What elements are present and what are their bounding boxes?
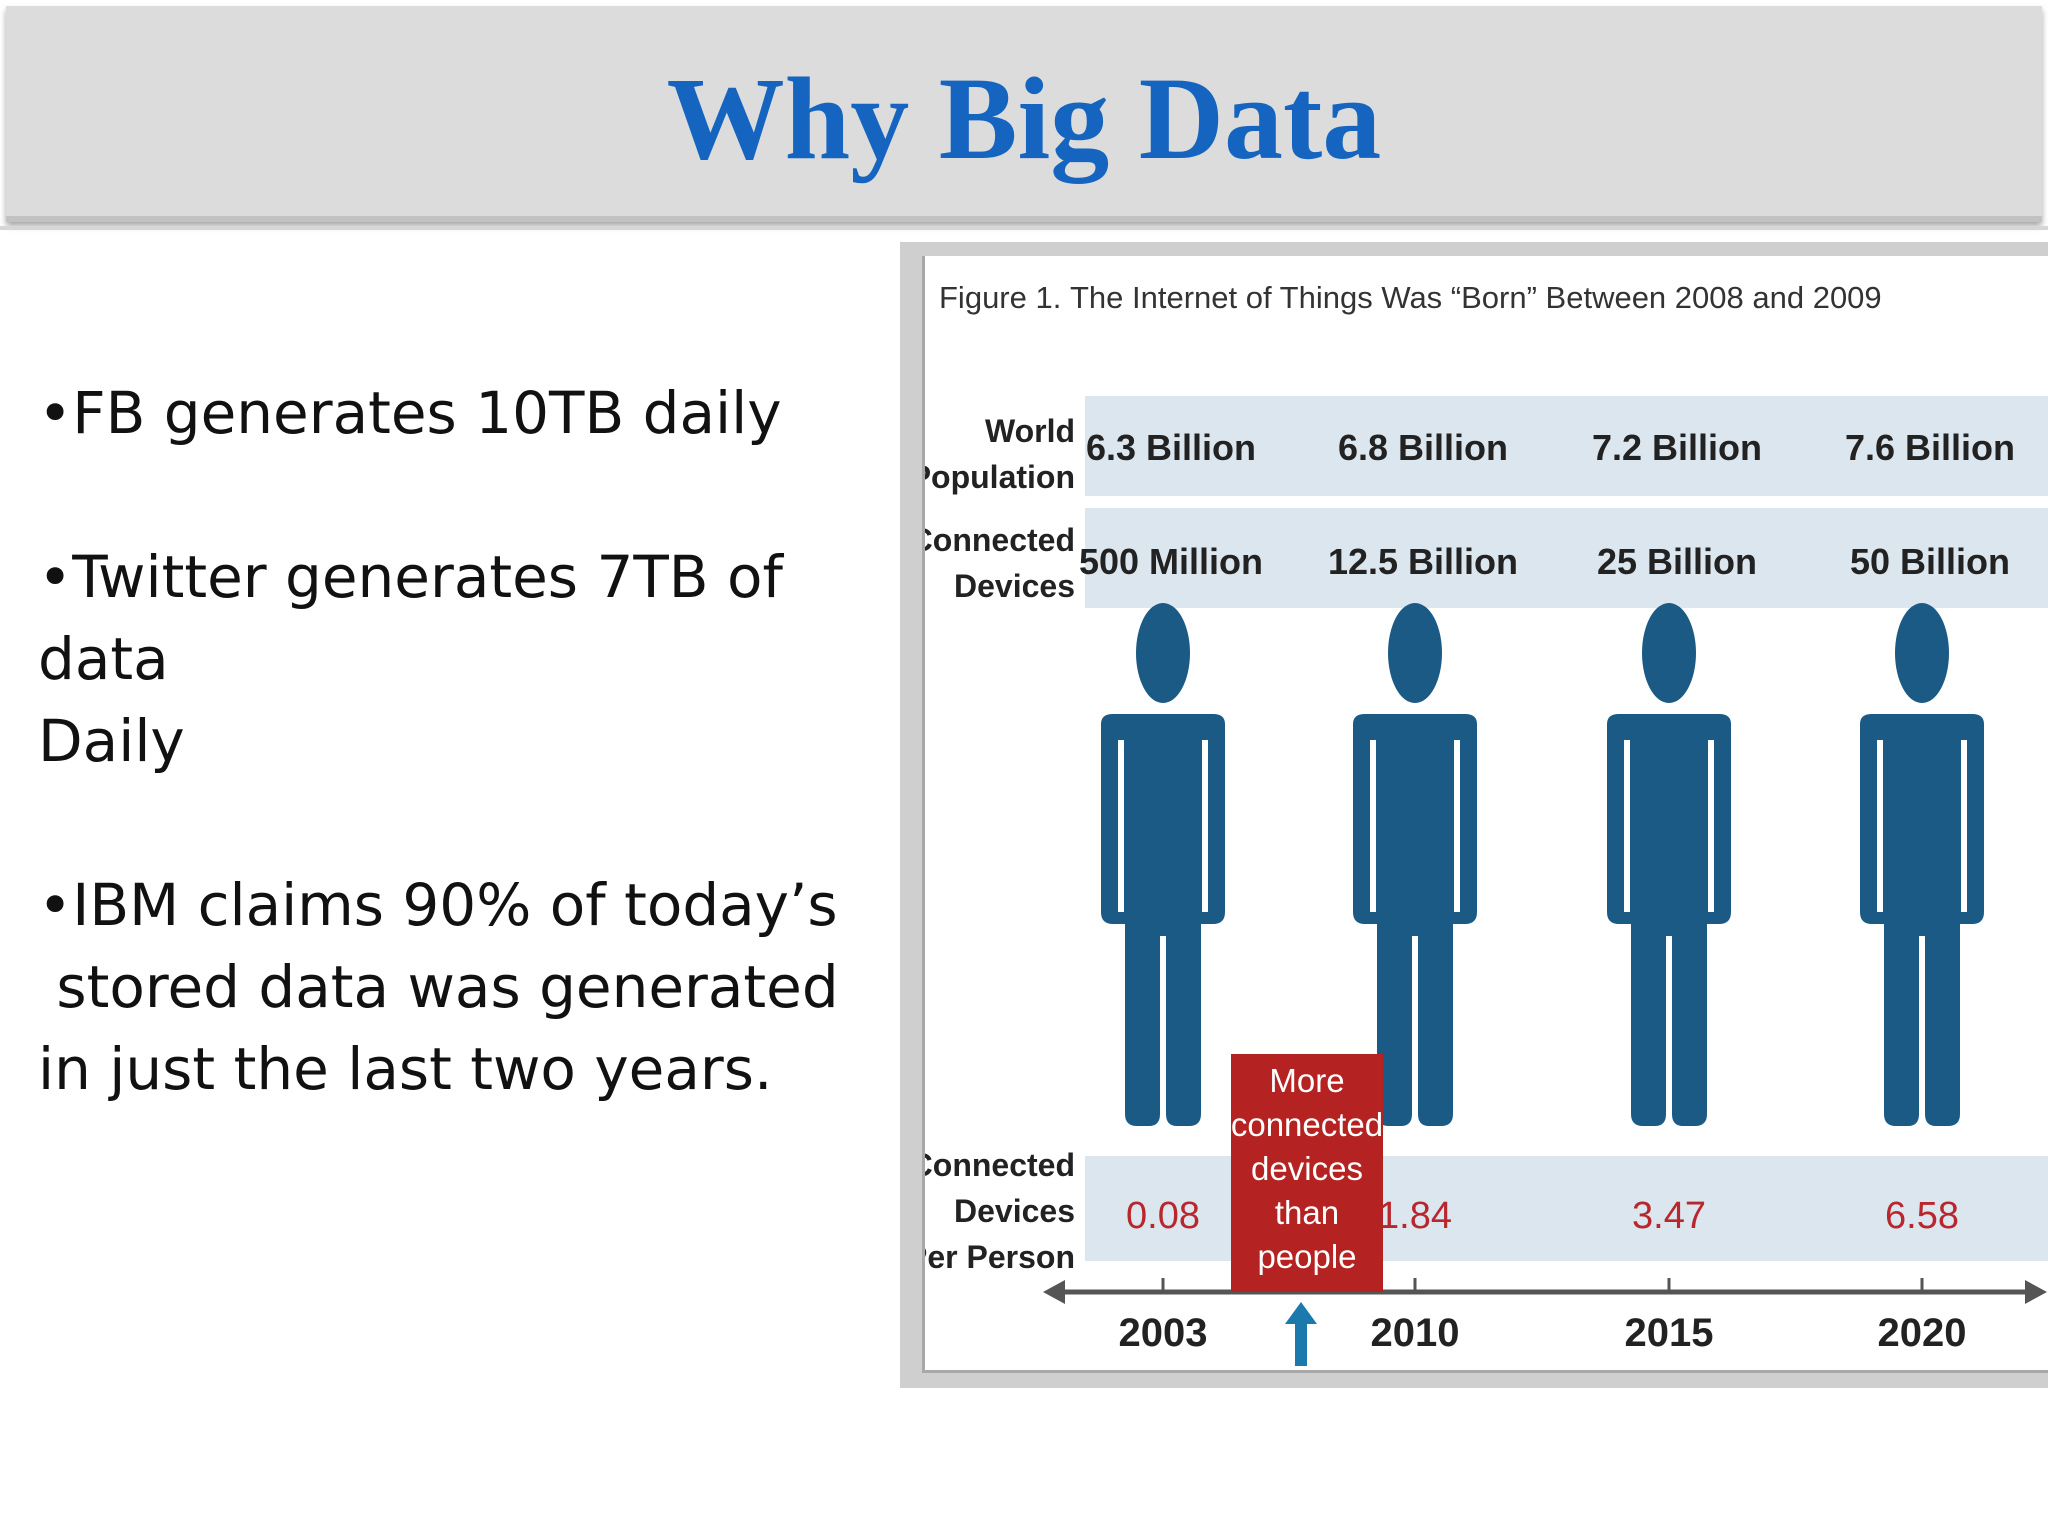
person-body-icon xyxy=(1101,714,1225,1126)
bullet-item: •Twitter generates 7TB of data Daily xyxy=(38,536,878,782)
person-arm-gap xyxy=(1370,740,1376,912)
axis-arrow-left-icon xyxy=(1043,1280,1065,1304)
callout-text: connected xyxy=(1231,1106,1383,1143)
bullet-item: •FB generates 10TB daily xyxy=(38,372,878,454)
population-value: 7.6 Billion xyxy=(1845,427,2015,468)
title-divider xyxy=(0,226,2048,230)
figure-label: Figure 1. xyxy=(939,280,1061,315)
year-tick-label: 2003 xyxy=(1119,1311,1208,1355)
row-label-per-person: Devices xyxy=(954,1193,1075,1229)
bullet-line: in just the last two years. xyxy=(38,1035,773,1103)
person-arm-gap xyxy=(1708,740,1714,912)
bullet-line: Daily xyxy=(38,707,185,775)
year-tick-label: 2015 xyxy=(1625,1311,1714,1355)
person-arm-gap xyxy=(1454,740,1460,912)
callout-text: devices xyxy=(1251,1150,1363,1187)
bullet-line: •FB generates 10TB daily xyxy=(38,379,782,447)
callout-text: More xyxy=(1269,1062,1344,1099)
axis-arrow-right-icon xyxy=(2025,1280,2047,1304)
person-arm-gap xyxy=(1118,740,1124,912)
bullet-list: •FB generates 10TB daily •Twitter generat… xyxy=(38,372,878,1192)
bullet-line: data xyxy=(38,625,169,693)
bullet-item: •IBM claims 90% of today’s stored data w… xyxy=(38,864,878,1110)
person-head-icon xyxy=(1388,603,1442,703)
row-label-population: World xyxy=(985,413,1075,449)
row-label-devices: Devices xyxy=(954,568,1075,604)
population-value: 6.3 Billion xyxy=(1086,427,1256,468)
person-head-icon xyxy=(1895,603,1949,703)
person-arm-gap xyxy=(1202,740,1208,912)
person-head-icon xyxy=(1136,603,1190,703)
population-value: 7.2 Billion xyxy=(1592,427,1762,468)
figure-frame: Figure 1. The Internet of Things Was “Bor… xyxy=(900,242,2048,1388)
bullet-line: •Twitter generates 7TB of xyxy=(38,543,783,611)
up-arrow-icon xyxy=(1285,1302,1317,1366)
population-value: 6.8 Billion xyxy=(1338,427,1508,468)
devices-value: 500 Million xyxy=(1079,541,1263,582)
title-band: Why Big Data xyxy=(6,6,2042,222)
devices-value: 12.5 Billion xyxy=(1328,541,1518,582)
person-arm-gap xyxy=(1961,740,1967,912)
population-band xyxy=(1085,396,2048,496)
per-person-value: 1.84 xyxy=(1378,1195,1452,1237)
figure-panel: Figure 1. The Internet of Things Was “Bor… xyxy=(906,256,2048,1373)
bullet-line: stored data was generated xyxy=(38,953,839,1021)
person-body-icon xyxy=(1607,714,1731,1126)
bullet-line: •IBM claims 90% of today’s xyxy=(38,871,838,939)
person-arm-gap xyxy=(1624,740,1630,912)
devices-value: 50 Billion xyxy=(1850,541,2010,582)
row-label-per-person: Connected xyxy=(925,1147,1075,1183)
devices-value: 25 Billion xyxy=(1597,541,1757,582)
iot-infographic: Figure 1. The Internet of Things Was “Bor… xyxy=(906,280,2048,1366)
figure-caption: The Internet of Things Was “Born” Betwee… xyxy=(1070,280,1882,315)
person-head-icon xyxy=(1642,603,1696,703)
row-label-population: Population xyxy=(925,459,1075,495)
slide-title: Why Big Data xyxy=(666,53,1382,184)
person-arm-gap xyxy=(1877,740,1883,912)
per-person-value: 6.58 xyxy=(1885,1195,1959,1237)
year-tick-label: 2020 xyxy=(1878,1311,1967,1355)
per-person-value: 3.47 xyxy=(1632,1195,1706,1237)
callout-box xyxy=(1231,1054,1383,1292)
person-body-icon xyxy=(1860,714,1984,1126)
per-person-value: 0.08 xyxy=(1126,1195,1200,1237)
callout-text: than xyxy=(1275,1194,1339,1231)
devices-band xyxy=(1085,508,2048,608)
callout-text: people xyxy=(1257,1238,1356,1275)
year-tick-label: 2010 xyxy=(1371,1311,1460,1355)
person-body-icon xyxy=(1353,714,1477,1126)
row-label-per-person: Per Person xyxy=(925,1239,1075,1275)
row-label-devices: Connected xyxy=(925,522,1075,558)
